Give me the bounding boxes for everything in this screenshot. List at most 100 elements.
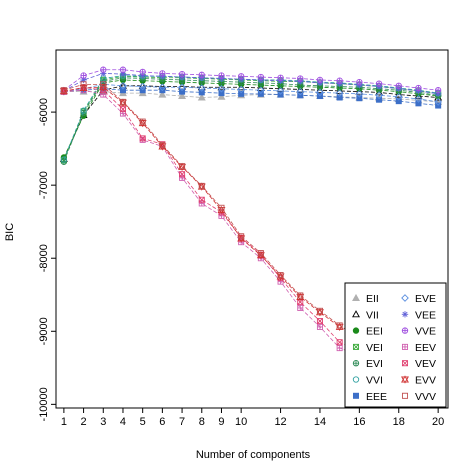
point-vvv-2 <box>80 81 87 88</box>
legend-marker-vve <box>401 327 409 334</box>
point-eve-13 <box>296 87 305 96</box>
series-vii <box>59 81 443 162</box>
point-eev-15 <box>336 345 343 352</box>
legend-label-vvv: VVV <box>415 391 436 403</box>
point-vve-18 <box>395 82 402 89</box>
point-eee-4 <box>119 87 126 94</box>
x-axis-title: Number of components <box>196 449 311 461</box>
legend-label-evi: EVI <box>366 358 383 370</box>
legend-item-vee: VEE <box>401 309 436 321</box>
x-tick-label: 18 <box>393 416 405 428</box>
legend-marker-vvi <box>352 376 360 383</box>
point-eii-7 <box>178 91 187 100</box>
x-tick-label: 9 <box>218 416 224 428</box>
point-vve-14 <box>316 76 324 84</box>
point-eve-4 <box>119 81 127 90</box>
point-vvv-4 <box>119 98 126 105</box>
point-eve-20 <box>434 98 442 106</box>
point-eev-8 <box>198 200 205 207</box>
x-tick-label: 12 <box>274 416 286 428</box>
legend-label-vii: VII <box>366 309 379 321</box>
legend-marker-eii <box>352 293 360 302</box>
point-vvv-12 <box>277 272 284 279</box>
legend-item-evv: EVV <box>401 375 436 387</box>
point-eve-15 <box>335 89 344 97</box>
point-vve-10 <box>237 73 245 80</box>
point-vee-4 <box>119 70 127 78</box>
point-vvv-9 <box>218 204 225 211</box>
point-vvv-14 <box>316 307 323 314</box>
point-eve-7 <box>178 83 186 92</box>
legend-marker-vee <box>401 311 409 318</box>
legend-item-vvv: VVV <box>401 391 436 403</box>
legend-marker-eee <box>352 392 360 399</box>
legend-marker-vei <box>352 343 360 350</box>
point-evv-7 <box>178 162 187 172</box>
point-eve-9 <box>217 84 226 93</box>
point-eve-17 <box>375 91 383 100</box>
series-line-vee <box>63 72 439 95</box>
x-tick-label: 14 <box>314 416 326 428</box>
series-line-vev <box>63 86 439 396</box>
point-eve-5 <box>138 82 147 91</box>
point-vvv-1 <box>60 87 67 94</box>
point-vev-5 <box>139 135 146 142</box>
x-tick-label: 8 <box>199 416 205 428</box>
series-line-evi <box>63 77 439 162</box>
series-line-vei <box>63 75 439 161</box>
point-eee-9 <box>218 90 225 97</box>
x-tick-label: 16 <box>353 416 365 428</box>
point-evv-2 <box>79 83 88 93</box>
point-eev-13 <box>297 304 304 311</box>
point-vve-16 <box>356 78 363 86</box>
legend-item-vve: VVE <box>401 326 436 338</box>
point-vev-15 <box>336 339 343 346</box>
point-vvv-13 <box>297 292 304 299</box>
point-eii-8 <box>197 93 206 101</box>
legend-label-eii: EII <box>366 293 379 305</box>
point-vvv-5 <box>139 118 146 125</box>
legend-marker-evv <box>401 375 409 384</box>
point-eev-14 <box>316 323 323 330</box>
point-eii-6 <box>158 90 167 98</box>
x-tick-label: 7 <box>179 416 185 428</box>
point-vvv-10 <box>238 233 245 240</box>
point-eee-10 <box>238 90 245 97</box>
point-eve-8 <box>197 84 206 92</box>
point-evv-8 <box>197 182 206 191</box>
point-vvi-2 <box>80 107 87 114</box>
legend-item-vei: VEI <box>352 342 383 354</box>
series-eii <box>59 87 443 105</box>
point-eve-18 <box>394 92 403 101</box>
legend-marker-vvv <box>401 392 409 399</box>
x-tick-label: 10 <box>235 416 247 428</box>
series-line-eei <box>63 79 439 158</box>
point-vve-7 <box>178 70 186 78</box>
legend-marker-eve <box>401 294 409 302</box>
x-tick-label: 4 <box>120 416 126 428</box>
point-vve-2 <box>80 72 87 79</box>
point-eve-16 <box>355 90 364 98</box>
point-vvv-11 <box>257 250 264 257</box>
legend-item-eev: EEV <box>401 342 436 354</box>
x-tick-label: 1 <box>61 416 67 428</box>
legend-label-vve: VVE <box>415 326 436 338</box>
legend-label-vei: VEI <box>366 342 383 354</box>
series-line-eev <box>63 89 439 398</box>
point-eee-18 <box>395 98 402 105</box>
point-vve-5 <box>139 68 146 76</box>
y-tick-label: -10000 <box>38 387 50 421</box>
point-vve-15 <box>336 77 343 84</box>
point-eii-9 <box>217 92 226 100</box>
series-vvi <box>60 72 442 163</box>
legend-label-eve: EVE <box>415 293 436 305</box>
plot-frame <box>55 49 449 409</box>
legend-item-vvi: VVI <box>352 375 383 387</box>
point-vev-8 <box>198 196 205 203</box>
y-tick-label: -9000 <box>38 317 50 345</box>
point-vve-6 <box>159 70 166 77</box>
point-vve-20 <box>434 87 442 94</box>
point-eee-15 <box>336 94 343 101</box>
y-axis-title: BIC <box>4 223 16 241</box>
